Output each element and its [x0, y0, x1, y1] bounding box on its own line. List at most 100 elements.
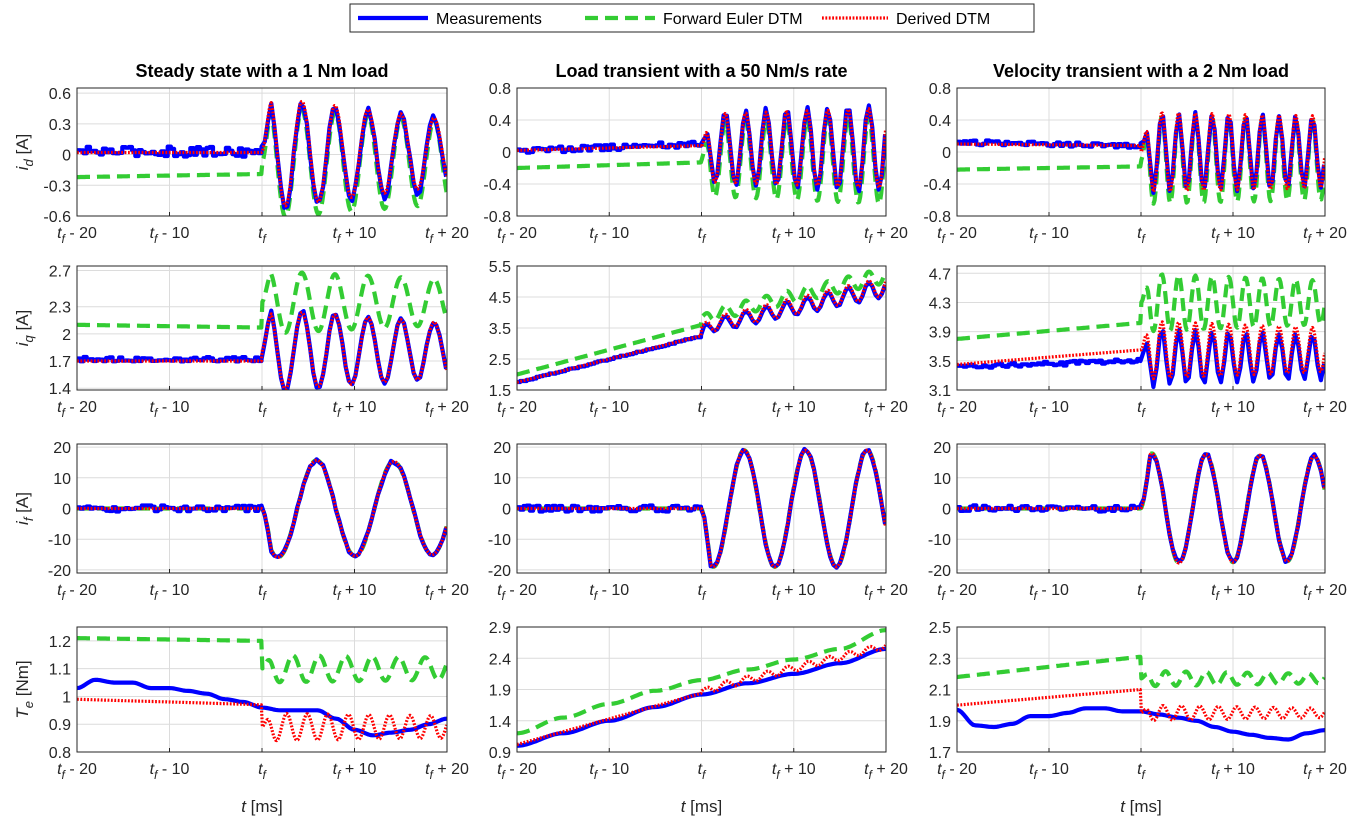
panels: -0.6 -0.3 0 0.3 0.6 tf - 20 tf - 10 tf tf + 10 tf… [13, 81, 1347, 816]
y-tick-label: 2.1 [929, 683, 951, 700]
y-tick-label: 0 [942, 145, 951, 162]
y-tick-label: 1 [62, 689, 71, 706]
column-title-2: Load transient with a 50 Nm/s rate [555, 61, 847, 81]
x-tick-label: tf + 10 [772, 582, 816, 603]
y-tick-label: 1.1 [49, 662, 71, 679]
panel-r3-c2: -20 -10 0 10 20 tf - 20 tf - 10 tf tf + 10 tf + 2… [488, 440, 908, 603]
y-tick-label: 5.5 [489, 259, 511, 276]
y-tick-label: 0.3 [49, 117, 71, 134]
x-tick-label: tf + 10 [1211, 225, 1255, 246]
series-measurements [957, 327, 1325, 390]
y-tick-label: 1.7 [929, 745, 951, 762]
x-tick-label: tf - 10 [1029, 582, 1069, 603]
x-tick-label: tf - 20 [497, 582, 537, 603]
x-tick-label: tf + 20 [864, 582, 908, 603]
y-tick-label: 1.5 [489, 383, 511, 400]
x-tick-label: tf - 20 [57, 225, 97, 246]
y-tick-label: 10 [933, 471, 951, 488]
series-forward-euler-dtm [957, 272, 1325, 341]
series-forward-euler-dtm [957, 654, 1325, 689]
y-tick-label: -10 [48, 532, 71, 549]
x-tick-label: tf + 20 [1303, 225, 1347, 246]
y-tick-label: 0 [502, 145, 511, 162]
x-axis-label: t [ms] [241, 797, 283, 816]
y-tick-label: 0.9 [489, 745, 511, 762]
series-derived-dtm [957, 688, 1325, 723]
panel-r4-c1: 0.8 0.9 1 1.1 1.2 tf - 20 tf - 10 tf tf + 10 tf +… [13, 626, 469, 816]
legend-entry-1: Measurements [436, 11, 542, 28]
x-tick-label: tf - 20 [937, 399, 977, 420]
panel-r2-c1: 1.4 1.7 2 2.3 2.7 tf - 20 tf - 10 tf tf + 10 tf +… [13, 264, 469, 420]
x-tick-label: tf - 10 [150, 399, 190, 420]
series-forward-euler-dtm [517, 628, 886, 736]
x-tick-label: tf - 20 [937, 582, 977, 603]
panel-r1-c2: -0.8 -0.4 0 0.4 0.8 tf - 20 tf - 10 tf tf + 10 tf… [483, 81, 908, 246]
y-tick-label: -10 [488, 532, 511, 549]
y-tick-label: 1.9 [489, 683, 511, 700]
y-tick-label: 10 [493, 471, 511, 488]
panel-r4-c3: 1.7 1.9 2.1 2.3 2.5 tf - 20 tf - 10 tf tf + 10 tf… [929, 620, 1347, 816]
legend-entry-2: Forward Euler DTM [663, 11, 803, 28]
x-tick-label: tf - 10 [150, 582, 190, 603]
y-tick-label: 4.3 [929, 295, 951, 312]
x-tick-label: tf [1137, 225, 1146, 246]
x-tick-label: tf - 20 [497, 225, 537, 246]
y-tick-label: 0 [502, 502, 511, 519]
x-tick-label: tf - 10 [150, 761, 190, 782]
x-tick-label: tf - 20 [57, 761, 97, 782]
y-tick-label: 2.3 [49, 300, 71, 317]
x-tick-label: tf + 10 [772, 225, 816, 246]
x-tick-label: tf - 10 [589, 399, 629, 420]
x-tick-label: tf - 10 [1029, 761, 1069, 782]
x-tick-label: tf [698, 399, 707, 420]
y-tick-label: 0 [62, 502, 71, 519]
x-tick-label: tf + 10 [772, 761, 816, 782]
y-tick-label: 1.7 [49, 354, 71, 371]
y-axis-label-row-3: if [A] [13, 492, 36, 525]
x-tick-label: tf - 20 [57, 399, 97, 420]
y-tick-label: 1.2 [49, 634, 71, 651]
y-tick-label: 4.7 [929, 266, 951, 283]
x-tick-label: tf - 20 [937, 225, 977, 246]
x-tick-label: tf + 20 [425, 225, 469, 246]
x-tick-label: tf - 20 [497, 761, 537, 782]
y-tick-label: -20 [928, 563, 951, 580]
x-tick-label: tf + 10 [1211, 761, 1255, 782]
series-derived-dtm [517, 644, 886, 747]
x-tick-label: tf [1137, 582, 1146, 603]
series-derived-dtm [957, 451, 1325, 565]
legend-box [349, 3, 1035, 33]
series-forward-euler-dtm [77, 636, 447, 685]
y-tick-label: -20 [488, 563, 511, 580]
y-tick-label: -10 [928, 532, 951, 549]
x-tick-label: tf [258, 582, 267, 603]
x-tick-label: tf [1137, 761, 1146, 782]
panel-r1-c1: -0.6 -0.3 0 0.3 0.6 tf - 20 tf - 10 tf tf + 10 tf… [13, 86, 469, 246]
y-tick-label: 20 [933, 440, 951, 457]
y-tick-label: -20 [48, 563, 71, 580]
x-tick-label: tf + 20 [1303, 582, 1347, 603]
x-tick-label: tf - 10 [1029, 225, 1069, 246]
y-tick-label: 1.4 [49, 381, 71, 398]
x-tick-label: tf + 10 [333, 225, 377, 246]
y-tick-label: 2.4 [489, 651, 511, 668]
x-tick-label: tf + 20 [864, 761, 908, 782]
series-derived-dtm [517, 107, 886, 190]
panel-r1-c3: -0.8 -0.4 0 0.4 0.8 tf - 20 tf - 10 tf tf + 10 tf… [923, 81, 1347, 246]
x-tick-label: tf - 10 [589, 761, 629, 782]
x-tick-label: tf + 10 [333, 761, 377, 782]
x-tick-label: tf - 10 [589, 225, 629, 246]
y-tick-label: 0.6 [49, 86, 71, 103]
column-titles: Steady state with a 1 Nm load Load transi… [135, 61, 1289, 81]
x-tick-label: tf + 20 [864, 399, 908, 420]
x-axis-label: t [ms] [1120, 797, 1162, 816]
panel-r3-c3: -20 -10 0 10 20 tf - 20 tf - 10 tf tf + 10 tf + 2… [928, 440, 1347, 603]
y-tick-label: 20 [53, 440, 71, 457]
x-axis-label: t [ms] [681, 797, 723, 816]
y-tick-label: 3.1 [929, 383, 951, 400]
y-axis-label-row-4: Te [Nm] [13, 660, 36, 718]
x-tick-label: tf [698, 225, 707, 246]
x-tick-label: tf [258, 761, 267, 782]
y-tick-label: -0.3 [43, 178, 71, 195]
